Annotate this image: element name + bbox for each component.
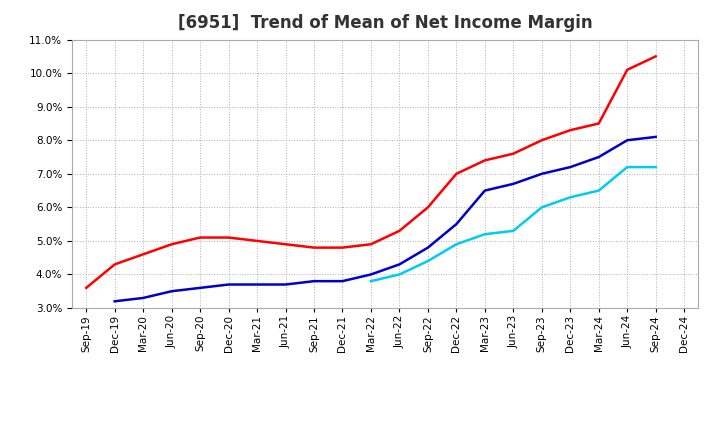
7 Years <box>566 194 575 200</box>
5 Years <box>225 282 233 287</box>
3 Years <box>82 285 91 290</box>
5 Years <box>480 188 489 193</box>
3 Years <box>338 245 347 250</box>
3 Years <box>196 235 204 240</box>
7 Years <box>452 242 461 247</box>
5 Years <box>595 154 603 160</box>
5 Years <box>196 285 204 290</box>
Line: 3 Years: 3 Years <box>86 56 656 288</box>
3 Years <box>366 242 375 247</box>
3 Years <box>110 262 119 267</box>
3 Years <box>452 171 461 176</box>
5 Years <box>110 299 119 304</box>
3 Years <box>595 121 603 126</box>
7 Years <box>537 205 546 210</box>
3 Years <box>167 242 176 247</box>
3 Years <box>623 67 631 73</box>
7 Years <box>395 272 404 277</box>
3 Years <box>537 138 546 143</box>
3 Years <box>652 54 660 59</box>
3 Years <box>566 128 575 133</box>
Line: 7 Years: 7 Years <box>371 167 656 281</box>
7 Years <box>423 258 432 264</box>
5 Years <box>282 282 290 287</box>
7 Years <box>652 165 660 170</box>
7 Years <box>623 165 631 170</box>
Title: [6951]  Trend of Mean of Net Income Margin: [6951] Trend of Mean of Net Income Margi… <box>178 15 593 33</box>
5 Years <box>452 221 461 227</box>
3 Years <box>423 205 432 210</box>
3 Years <box>253 238 261 244</box>
3 Years <box>480 158 489 163</box>
5 Years <box>423 245 432 250</box>
3 Years <box>509 151 518 156</box>
3 Years <box>395 228 404 234</box>
5 Years <box>139 295 148 301</box>
5 Years <box>310 279 318 284</box>
3 Years <box>310 245 318 250</box>
5 Years <box>623 138 631 143</box>
7 Years <box>480 231 489 237</box>
5 Years <box>338 279 347 284</box>
Line: 5 Years: 5 Years <box>114 137 656 301</box>
5 Years <box>566 165 575 170</box>
5 Years <box>537 171 546 176</box>
5 Years <box>652 134 660 139</box>
3 Years <box>282 242 290 247</box>
5 Years <box>253 282 261 287</box>
3 Years <box>139 252 148 257</box>
7 Years <box>509 228 518 234</box>
7 Years <box>595 188 603 193</box>
5 Years <box>167 289 176 294</box>
5 Years <box>366 272 375 277</box>
5 Years <box>395 262 404 267</box>
3 Years <box>225 235 233 240</box>
5 Years <box>509 181 518 187</box>
7 Years <box>366 279 375 284</box>
